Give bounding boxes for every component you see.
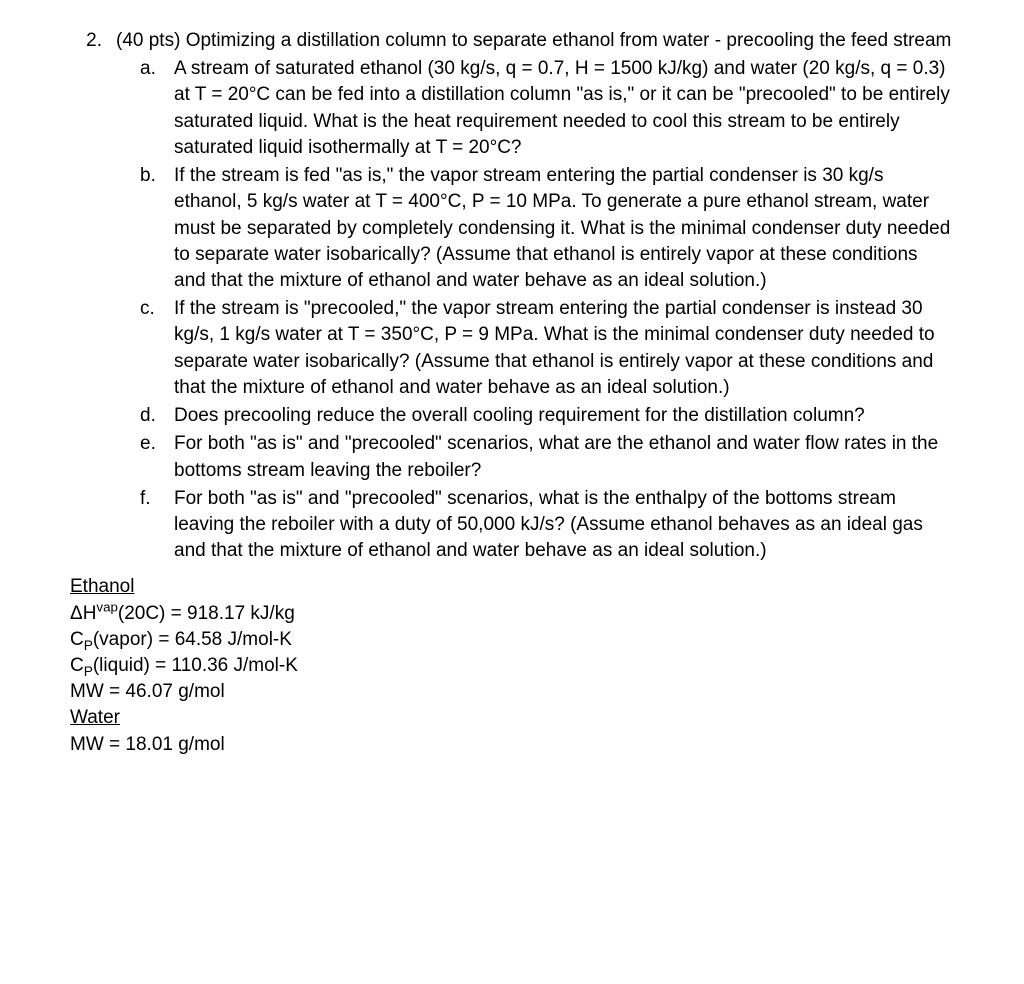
part-letter: b. xyxy=(140,163,174,189)
part-f: f. For both "as is" and "precooled" scen… xyxy=(140,486,954,565)
dhvap-pre: ΔH xyxy=(70,603,96,624)
water-heading-text: Water xyxy=(70,707,120,728)
ethanol-heading: Ethanol xyxy=(70,574,954,600)
cpl-sub: P xyxy=(84,664,93,679)
cpv-pre: C xyxy=(70,629,84,650)
part-text: A stream of saturated ethanol (30 kg/s, … xyxy=(174,56,954,161)
part-text: For both "as is" and "precooled" scenari… xyxy=(174,431,954,483)
question-number: 2. xyxy=(70,28,116,54)
subparts-list: a. A stream of saturated ethanol (30 kg/… xyxy=(70,56,954,564)
part-e: e. For both "as is" and "precooled" scen… xyxy=(140,431,954,483)
part-letter: e. xyxy=(140,431,174,457)
part-letter: c. xyxy=(140,296,174,322)
part-text: If the stream is fed "as is," the vapor … xyxy=(174,163,954,294)
dhvap-sup: vap xyxy=(96,599,117,614)
property-data: Ethanol ΔHvap(20C) = 918.17 kJ/kg CP(vap… xyxy=(70,574,954,758)
part-text: Does precooling reduce the overall cooli… xyxy=(174,403,954,429)
question-header: 2. (40 pts) Optimizing a distillation co… xyxy=(70,28,954,54)
part-text: For both "as is" and "precooled" scenari… xyxy=(174,486,954,565)
ethanol-dhvap: ΔHvap(20C) = 918.17 kJ/kg xyxy=(70,601,954,627)
part-b: b. If the stream is fed "as is," the vap… xyxy=(140,163,954,294)
problem-page: 2. (40 pts) Optimizing a distillation co… xyxy=(0,0,1024,778)
ethanol-mw: MW = 46.07 g/mol xyxy=(70,679,954,705)
question-points: (40 pts) xyxy=(116,30,186,51)
ethanol-heading-text: Ethanol xyxy=(70,576,134,597)
cpl-post: (liquid) = 110.36 J/mol-K xyxy=(93,655,298,676)
water-heading: Water xyxy=(70,705,954,731)
ethanol-cp-vapor: CP(vapor) = 64.58 J/mol-K xyxy=(70,627,954,653)
part-letter: d. xyxy=(140,403,174,429)
part-d: d. Does precooling reduce the overall co… xyxy=(140,403,954,429)
dhvap-post: (20C) = 918.17 kJ/kg xyxy=(118,603,295,624)
part-letter: f. xyxy=(140,486,174,512)
cpv-post: (vapor) = 64.58 J/mol-K xyxy=(93,629,292,650)
part-letter: a. xyxy=(140,56,174,82)
part-text: If the stream is "precooled," the vapor … xyxy=(174,296,954,401)
part-a: a. A stream of saturated ethanol (30 kg/… xyxy=(140,56,954,161)
cpv-sub: P xyxy=(84,638,93,653)
question-title-text: Optimizing a distillation column to sepa… xyxy=(186,30,952,51)
part-c: c. If the stream is "precooled," the vap… xyxy=(140,296,954,401)
water-mw: MW = 18.01 g/mol xyxy=(70,732,954,758)
question-title: (40 pts) Optimizing a distillation colum… xyxy=(116,28,954,54)
ethanol-cp-liquid: CP(liquid) = 110.36 J/mol-K xyxy=(70,653,954,679)
cpl-pre: C xyxy=(70,655,84,676)
